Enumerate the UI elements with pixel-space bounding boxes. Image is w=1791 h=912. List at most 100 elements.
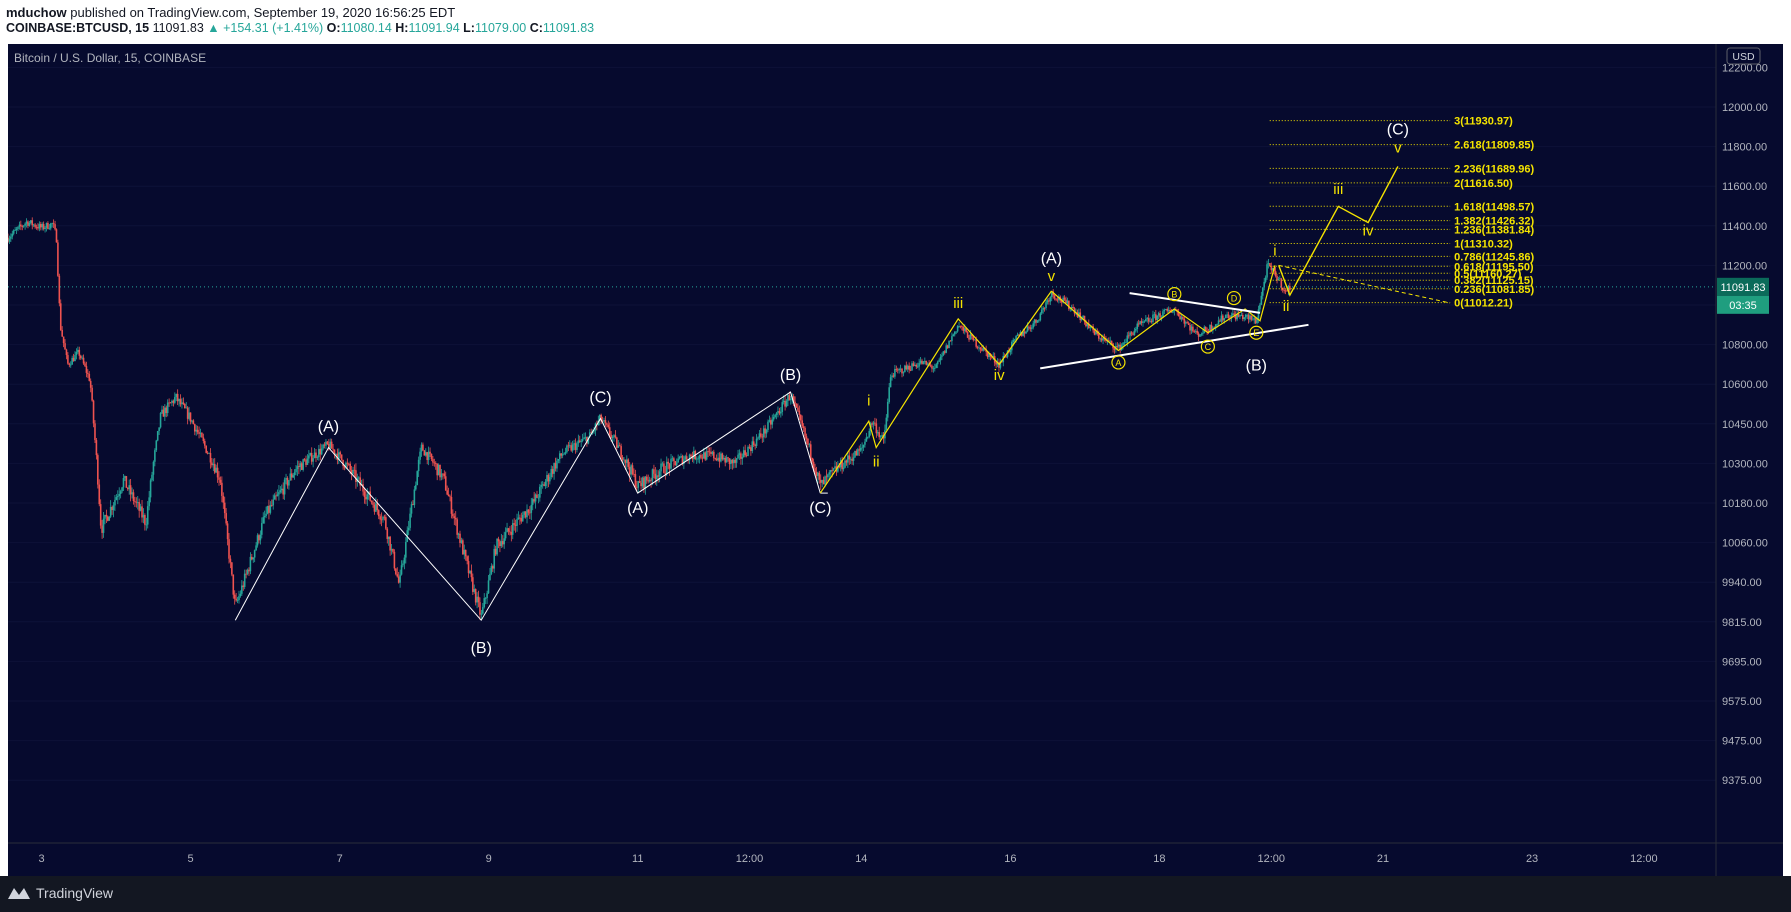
candle-body (158, 427, 160, 431)
candle-body (673, 458, 675, 462)
candle-body (992, 356, 995, 357)
candle-body (382, 516, 384, 520)
candle-body (139, 506, 142, 511)
candle-body (303, 459, 306, 461)
candle-body (573, 443, 575, 445)
candle-body (1233, 313, 1236, 315)
candle-body (1142, 321, 1144, 323)
candle-body (852, 457, 855, 461)
candle-body (951, 336, 953, 342)
candle-body (233, 594, 236, 599)
tradingview-logo[interactable]: TradingView (8, 885, 113, 901)
candle-body (62, 336, 65, 344)
candle-body (8, 238, 11, 242)
candle-body (407, 527, 410, 531)
elliott-waves (234, 166, 1451, 622)
candle-body (932, 368, 935, 370)
candle-body (232, 574, 235, 595)
candle-body (289, 473, 292, 481)
candle-body (209, 453, 212, 463)
candle-body (541, 484, 544, 486)
author-name[interactable]: mduchow (6, 5, 67, 20)
candle-body (196, 429, 199, 433)
candle-body (1122, 342, 1124, 346)
candle-body (1209, 324, 1211, 332)
candle-body (463, 549, 466, 555)
fib-level-label: 1.382(11426.32) (1454, 216, 1534, 228)
candle-body (419, 451, 421, 460)
wave-label: i (1273, 243, 1276, 260)
candle-body (134, 501, 136, 502)
candle-body (132, 492, 135, 502)
currency-badge[interactable]: USD (1726, 47, 1761, 65)
candle-body (366, 494, 369, 500)
candle-body (51, 223, 54, 225)
candle-body (580, 441, 582, 442)
candle-body (114, 499, 116, 506)
candle-body (504, 532, 507, 539)
candle-body (761, 436, 764, 438)
y-tick-label: 11400.00 (1722, 221, 1767, 233)
candle-body (313, 452, 316, 459)
y-tick-label: 12000.00 (1722, 102, 1768, 114)
candle-body (501, 541, 504, 545)
candle-body (228, 539, 230, 559)
candle-body (738, 453, 741, 455)
candle-body (198, 432, 200, 434)
candle-body (69, 364, 72, 366)
candle-body (338, 452, 340, 460)
price-chart[interactable]: 3(11930.97) 2.618(11809.85) 2.236(11689.96… (7, 44, 1783, 876)
candle-body (1219, 320, 1221, 322)
candle-body (1119, 344, 1121, 351)
candle-body (899, 368, 902, 370)
candle-body (486, 593, 488, 598)
candle-body (353, 469, 356, 471)
candle-body (895, 368, 898, 370)
candle-body (201, 432, 203, 438)
price-scale[interactable]: 12200.00 12000.00 11800.00 11600.00 11400.00… (1722, 62, 1768, 787)
candle-body (631, 465, 634, 474)
candle-body (768, 420, 771, 422)
fib-level-label: 1.236(11381.84) (1454, 224, 1534, 236)
y-tick-label: 10450.00 (1722, 419, 1768, 431)
time-scale[interactable]: 3 5 7 9 11 12:00 14 16 18 12:00 21 23 12:00 (38, 853, 1657, 865)
x-tick-label: 18 (1153, 853, 1165, 865)
candle-body (1109, 340, 1111, 342)
candle-body (831, 470, 833, 471)
candle-body (1039, 313, 1042, 321)
candle-body (647, 480, 650, 482)
fib-level-label: 0.382(11125.15) (1454, 275, 1534, 287)
candle-body (539, 486, 541, 498)
wave-path-yellow (819, 290, 1052, 494)
candle-body (608, 427, 611, 435)
candle-body (108, 516, 111, 521)
candle-body (650, 479, 652, 481)
x-tick-label: 9 (486, 853, 492, 865)
candle-body (175, 393, 178, 398)
candle-body (7, 237, 9, 242)
candle-body (1043, 307, 1046, 309)
candle-body (497, 538, 500, 542)
candle-body (363, 491, 366, 498)
candle-body (815, 471, 818, 476)
candle-body (661, 463, 664, 465)
candle-body (521, 514, 524, 522)
close-label: C: (529, 21, 543, 35)
candle-body (174, 397, 176, 403)
candle-body (1009, 350, 1012, 353)
chart-area[interactable]: 3(11930.97) 2.618(11809.85) 2.236(11689.96… (7, 44, 1783, 876)
candle-body (400, 565, 403, 575)
candle-body (261, 523, 263, 535)
candle-body (721, 453, 724, 460)
fib-level-label: 2.236(11689.96) (1454, 163, 1534, 175)
candle-body (626, 459, 628, 463)
candle-body (1167, 309, 1170, 312)
candle-body (266, 505, 269, 514)
last-price: 11091.83 (152, 21, 204, 35)
fib-level-label: 0(11012.21) (1454, 298, 1513, 310)
candle-body (744, 450, 746, 456)
candle-body (705, 451, 708, 460)
candle-body (186, 407, 189, 419)
candle-body (654, 473, 657, 480)
candle-body (439, 464, 441, 478)
